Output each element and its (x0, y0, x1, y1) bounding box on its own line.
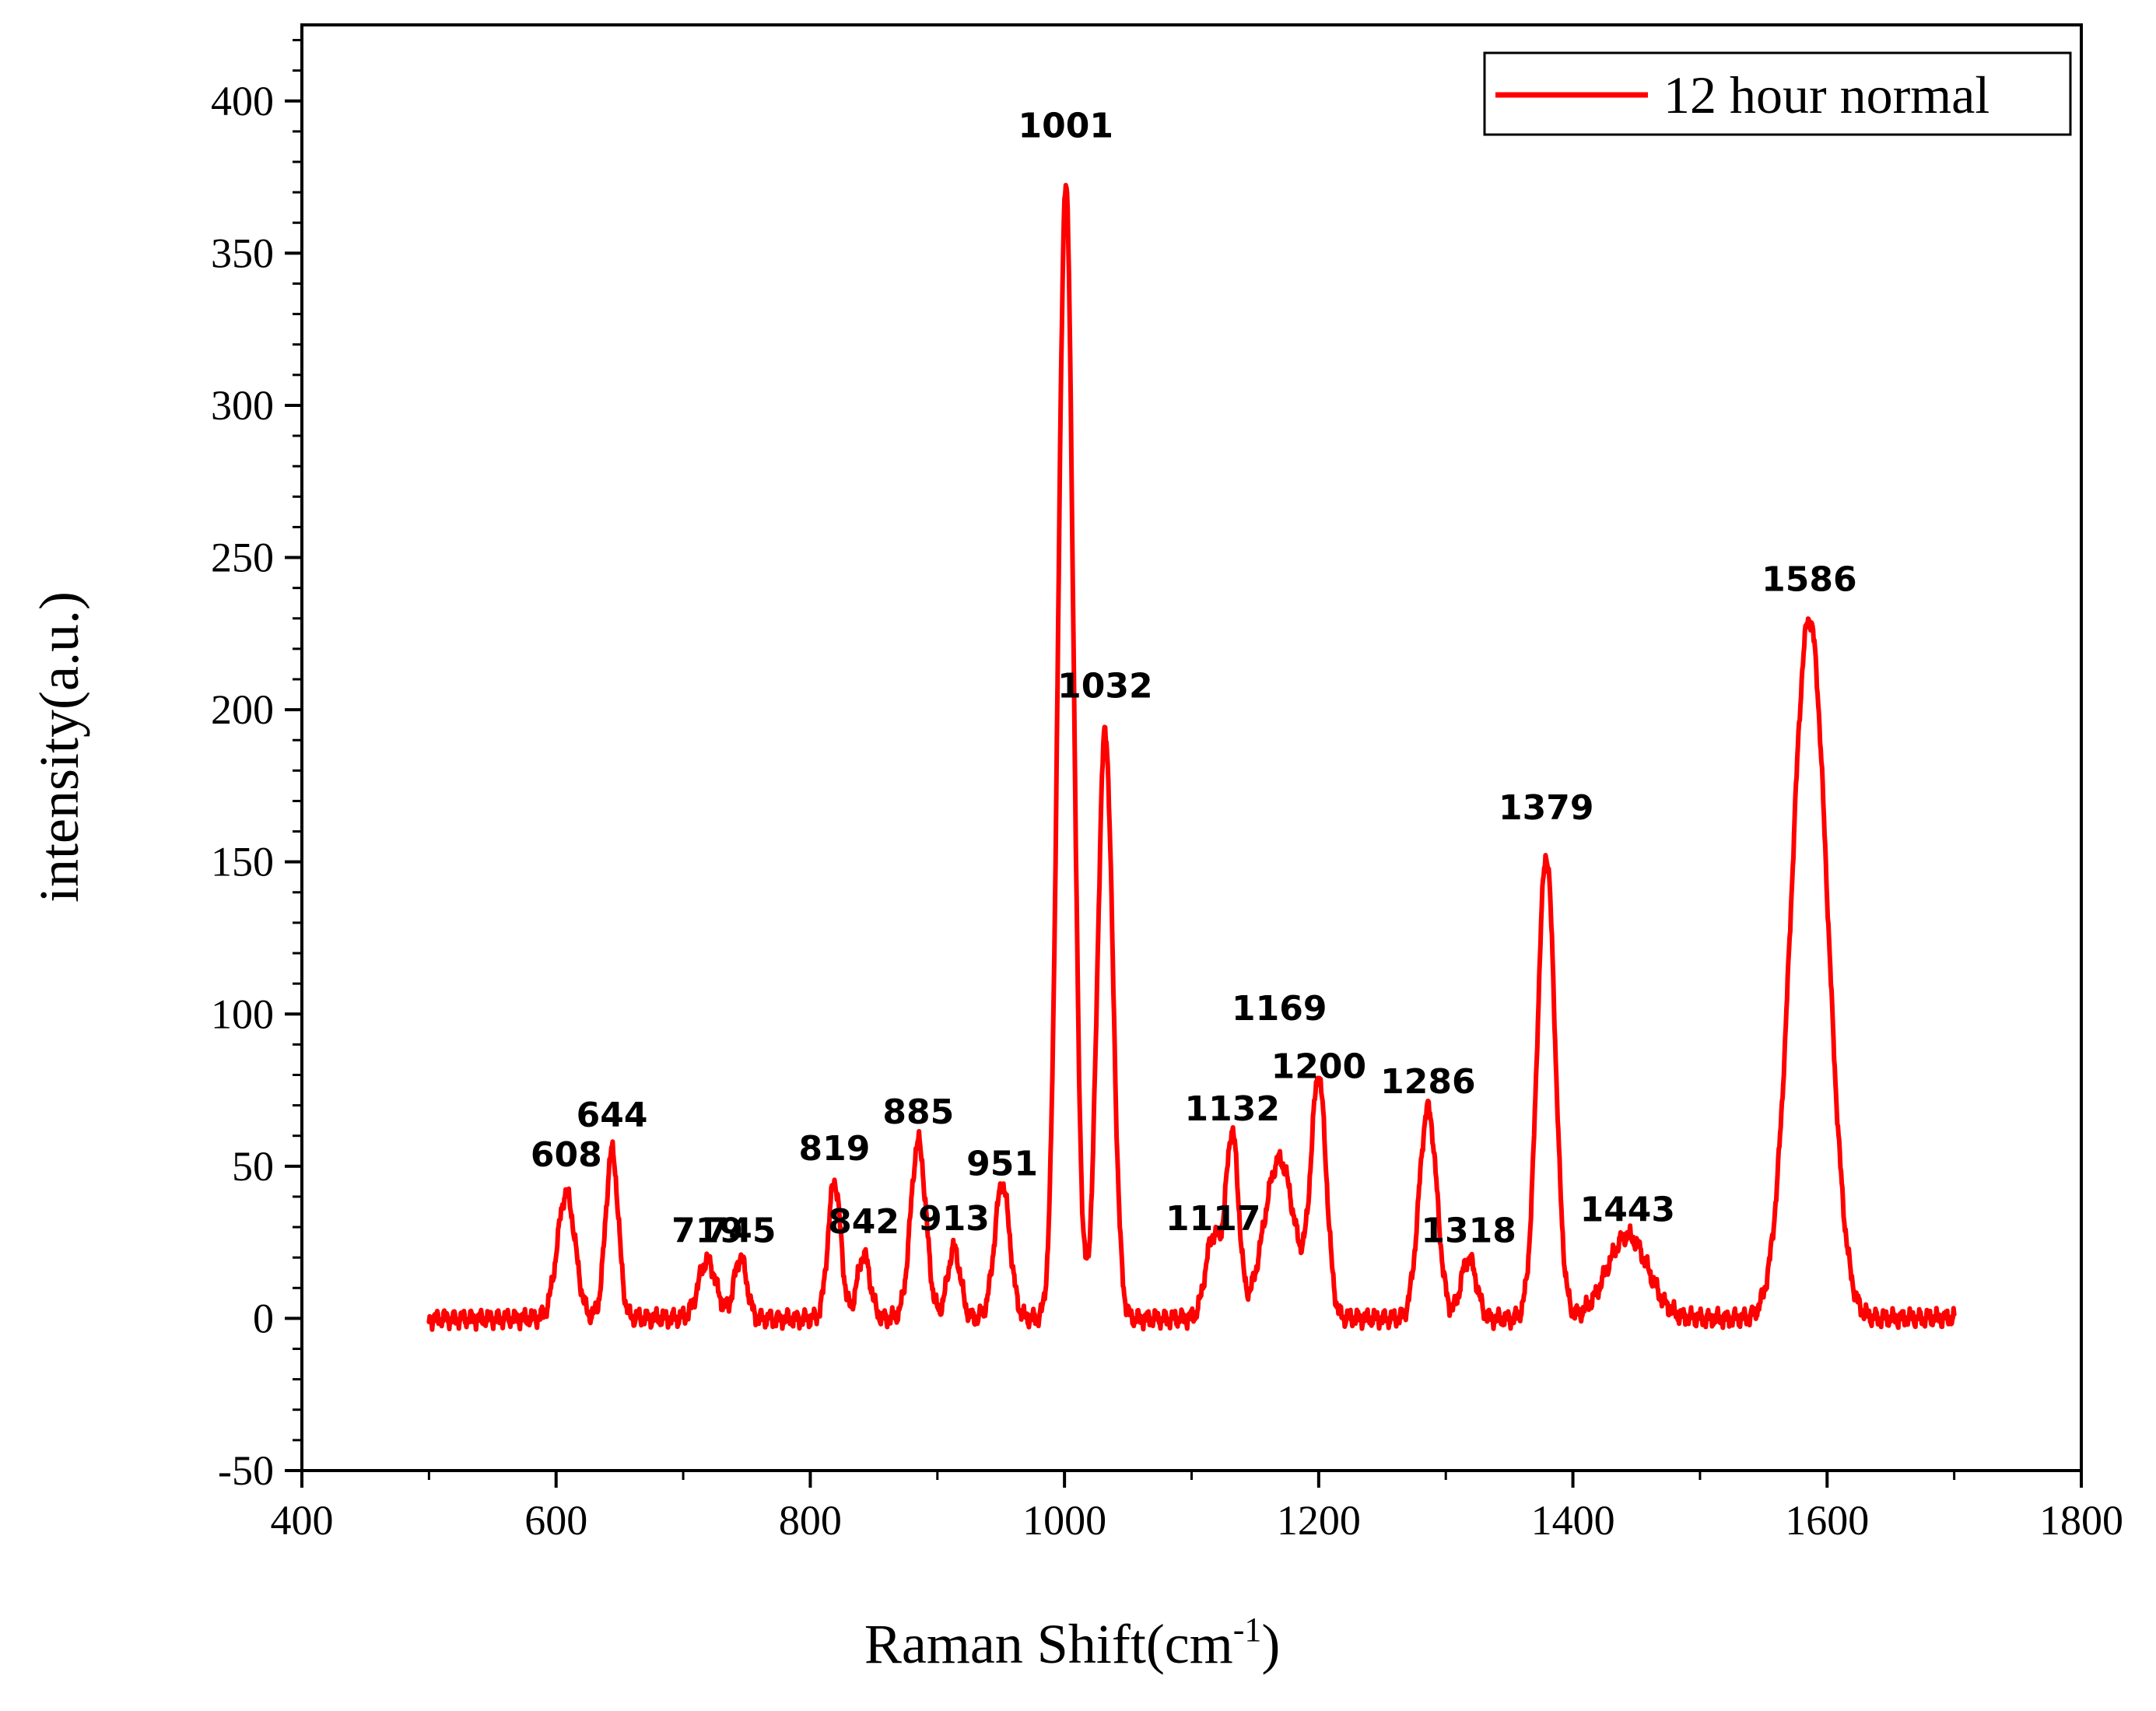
peak-label-745: 745 (705, 1211, 777, 1251)
peak-label-1169: 1169 (1232, 989, 1327, 1029)
y-tick-label: 300 (211, 382, 274, 429)
peak-label-913: 913 (918, 1199, 990, 1239)
x-tick-label: 1600 (1785, 1497, 1869, 1544)
x-tick-label: 1400 (1531, 1497, 1615, 1544)
series-layer (426, 183, 1957, 1332)
peak-label-608: 608 (531, 1135, 602, 1175)
peak-label-644: 644 (577, 1096, 648, 1135)
legend-label: 12 hour normal (1663, 65, 1989, 124)
y-tick-label: 350 (211, 230, 274, 276)
peak-label-1286: 1286 (1380, 1062, 1475, 1102)
peak-label-819: 819 (799, 1129, 871, 1169)
peak-label-1443: 1443 (1580, 1190, 1675, 1229)
peak-label-1132: 1132 (1185, 1089, 1280, 1129)
x-tick-label: 600 (524, 1497, 587, 1544)
x-tick-label: 1800 (2039, 1497, 2123, 1544)
peak-label-719: 719 (671, 1211, 743, 1251)
peak-label-1379: 1379 (1499, 788, 1593, 828)
peak-label-951: 951 (966, 1145, 1038, 1184)
peak-label-1318: 1318 (1421, 1211, 1516, 1251)
peak-label-1032: 1032 (1057, 666, 1152, 706)
y-tick-label: -50 (218, 1447, 274, 1494)
peak-label-885: 885 (882, 1092, 954, 1132)
peak-label-1586: 1586 (1762, 560, 1856, 600)
x-tick-label: 1000 (1022, 1497, 1106, 1544)
y-tick-label: 250 (211, 535, 274, 581)
legend: 12 hour normal (1483, 51, 2072, 136)
peak-label-1001: 1001 (1018, 107, 1113, 146)
x-tick-label: 400 (271, 1497, 334, 1544)
y-tick-label: 150 (211, 839, 274, 885)
axes: 400 600 800 1000 1200 1400 1600 1800 -50 0 50 100 15… (211, 23, 2123, 1544)
x-axis-title-main: Raman Shift(cm (864, 1613, 1233, 1675)
x-tick-label: 1200 (1277, 1497, 1361, 1544)
peak-label-1200: 1200 (1271, 1047, 1366, 1086)
peak-label-1117: 1117 (1166, 1199, 1260, 1239)
y-axis-title: intensity(a.u.) (28, 591, 90, 903)
y-tick-label: 0 (253, 1295, 274, 1341)
x-axis-title-suffix: ) (1261, 1613, 1280, 1675)
y-tick-label: 400 (211, 78, 274, 124)
legend-box (1483, 51, 2072, 136)
y-tick-label: 200 (211, 686, 274, 733)
y-tick-label: 50 (232, 1143, 274, 1190)
spectrum-line-12-hour-normal (426, 183, 1957, 1332)
y-tick-label: 100 (211, 990, 274, 1037)
x-axis-title: Raman Shift(cm-1) (864, 1611, 1281, 1675)
x-axis-title-superscript: -1 (1233, 1611, 1262, 1649)
x-tick-label: 800 (779, 1497, 842, 1544)
peak-label-842: 842 (828, 1202, 899, 1242)
